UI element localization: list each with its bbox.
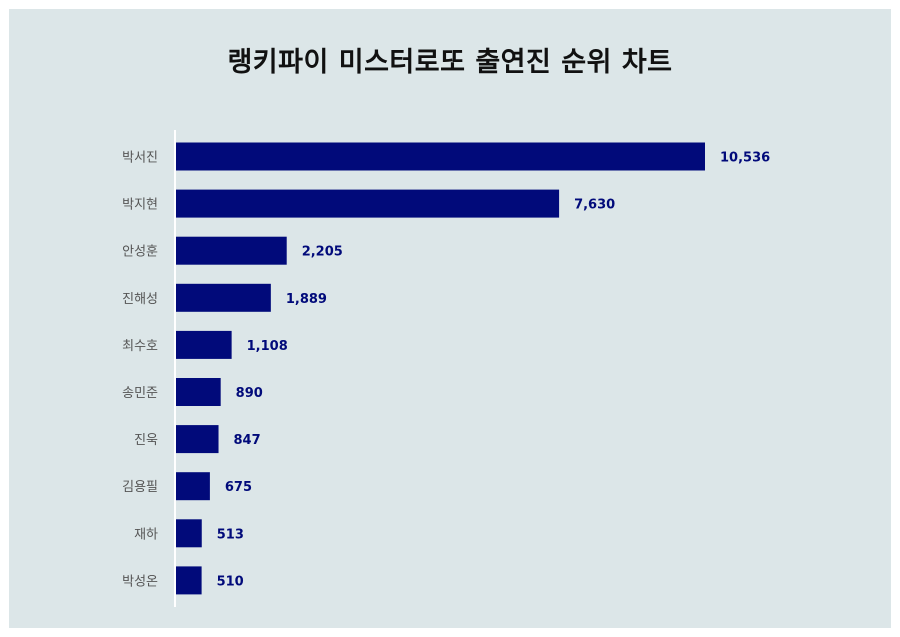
chart-background [9,9,891,628]
category-label: 송민준 [122,386,158,401]
value-label: 1,108 [247,339,288,354]
category-label: 박지현 [122,198,158,213]
category-label: 안성훈 [122,245,158,260]
value-label: 890 [236,386,263,401]
category-label: 진해성 [122,292,158,307]
category-label: 김용필 [122,480,158,495]
chart-title: 랭키파이 미스터로또 출연진 순위 차트 [227,47,673,78]
bar-3 [176,283,271,312]
value-label: 675 [225,480,252,495]
bar-5 [176,378,221,406]
value-label: 10,536 [720,151,770,166]
bar-6 [176,425,219,454]
category-label: 박성온 [122,574,158,589]
bar-9 [176,566,202,595]
category-label: 진욱 [134,433,158,448]
bar-1 [176,189,560,218]
value-label: 1,889 [286,292,327,307]
value-label: 847 [234,433,261,448]
value-label: 7,630 [574,198,615,213]
bar-4 [176,330,232,359]
category-label: 박서진 [122,151,158,166]
bar-2 [176,236,287,265]
bar-7 [176,472,210,501]
value-label: 510 [217,574,244,589]
category-label: 재하 [134,527,158,542]
value-label: 513 [217,527,244,542]
category-label: 최수호 [122,339,158,354]
bar-0 [176,142,705,171]
value-label: 2,205 [302,245,343,260]
bar-8 [176,519,202,548]
